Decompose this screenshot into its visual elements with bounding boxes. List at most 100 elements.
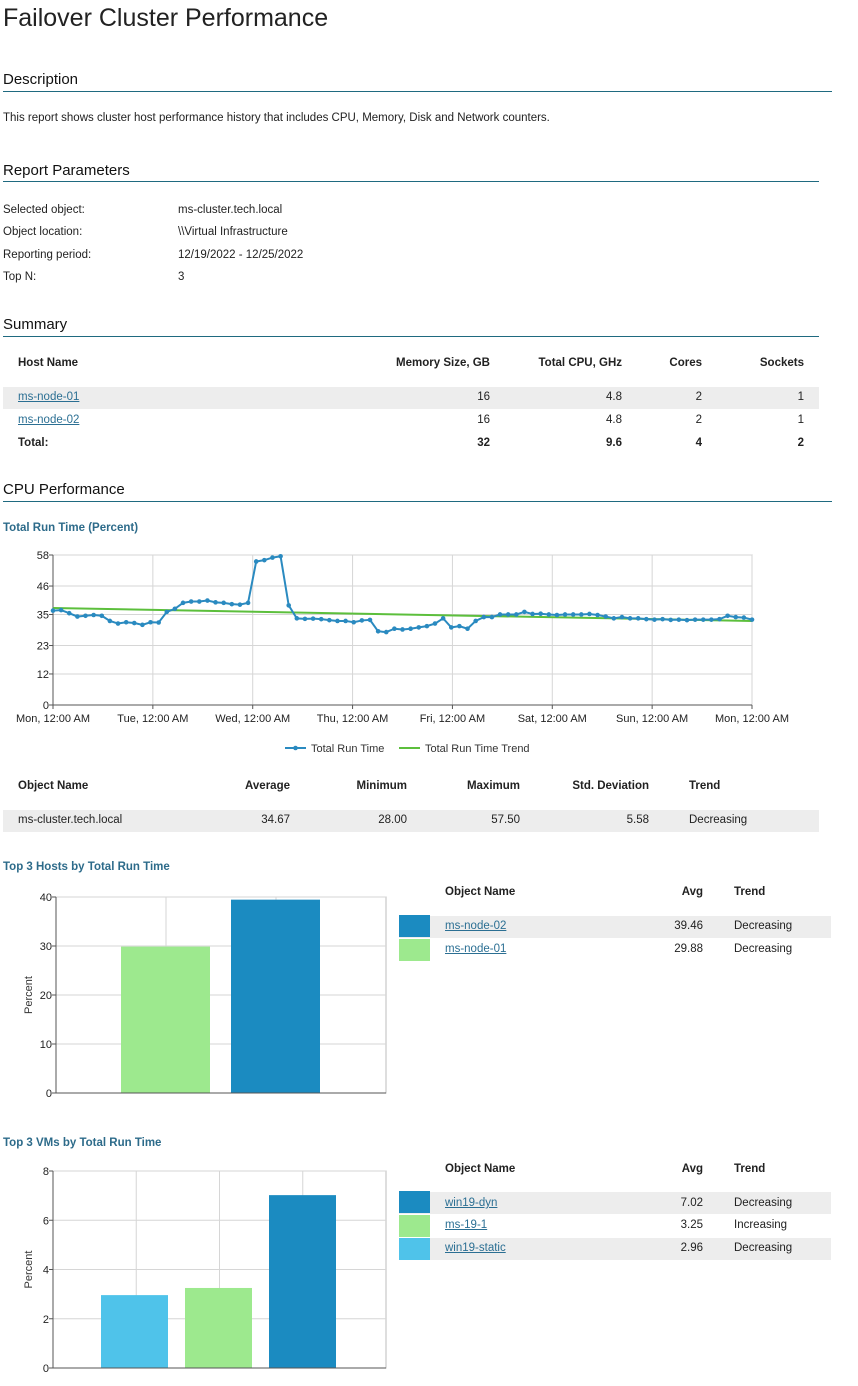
data-point [725, 613, 730, 619]
summary-cell-cpu: 4.8 [606, 414, 622, 426]
data-point [733, 614, 739, 620]
vms-cell-trend: Decreasing [734, 1197, 793, 1209]
data-point [481, 614, 487, 620]
data-point [448, 625, 454, 630]
x-tick-label: Thu, 12:00 AM [317, 713, 389, 725]
data-point [465, 626, 470, 632]
data-point [335, 618, 340, 624]
description-divider [3, 91, 832, 92]
legend-label-trend: Total Run Time Trend [425, 743, 530, 755]
stats-cell-trend: Decreasing [689, 814, 748, 826]
data-point [302, 616, 308, 622]
vm-link-win19-dyn[interactable]: win19-dyn [445, 1197, 498, 1209]
data-point [115, 621, 121, 626]
data-point [700, 617, 706, 622]
data-point [237, 602, 243, 607]
data-point [367, 617, 373, 623]
run-time-line-chart: 0 12 23 35 46 58 Mon, 12:00 AM Tue, 12:00 AM Wed… [16, 550, 789, 755]
y-tick-label: 20 [40, 990, 52, 1002]
data-point [188, 599, 194, 604]
stats-cell-minimum: 28.00 [378, 814, 407, 826]
bar-ms-19-1 [185, 1287, 252, 1368]
y-tick-label: 2 [43, 1314, 49, 1326]
data-point [684, 617, 690, 623]
data-point [327, 617, 332, 623]
data-point [595, 612, 600, 618]
x-tick-label: Tue, 12:00 AM [117, 713, 188, 725]
summary-cell-sockets: 1 [797, 414, 804, 426]
data-point [383, 629, 389, 635]
hosts-col-object-name: Object Name [445, 886, 516, 898]
data-point [286, 603, 292, 608]
legend-swatch-ms-node-01 [399, 939, 430, 961]
data-point [148, 619, 153, 625]
data-point [351, 619, 357, 625]
vms-cell-trend: Increasing [734, 1219, 788, 1231]
page-title: Failover Cluster Performance [3, 4, 329, 32]
data-point [660, 616, 665, 622]
x-tick-label: Fri, 12:00 AM [420, 713, 485, 725]
data-point [99, 613, 105, 619]
data-point [473, 618, 478, 624]
data-point [692, 617, 698, 622]
summary-total-memory: 32 [477, 437, 490, 449]
stats-cell-maximum: 57.50 [491, 814, 520, 826]
host-link-ms-node-01[interactable]: ms-node-01 [445, 943, 507, 955]
hosts-bar-chart: 0 10 20 30 40 Percent [23, 892, 387, 1100]
data-point [424, 623, 430, 629]
data-point [164, 609, 170, 615]
data-point [262, 557, 267, 563]
data-point [107, 618, 113, 624]
data-point [619, 614, 625, 620]
vms-chart-title: Top 3 VMs by Total Run Time [3, 1137, 162, 1149]
data-point [505, 612, 511, 617]
host-link-ms-node-02[interactable]: ms-node-02 [445, 920, 507, 932]
y-tick-label: 0 [43, 700, 49, 712]
data-point [66, 610, 72, 616]
stats-col-trend: Trend [689, 780, 721, 792]
cpu-divider [3, 501, 832, 502]
cpu-heading: CPU Performance [3, 481, 125, 498]
legend-swatch-ms-node-02 [399, 915, 430, 937]
data-point [652, 617, 657, 622]
summary-heading: Summary [3, 316, 68, 333]
data-point [140, 622, 145, 628]
param-value-top-n: 3 [178, 271, 185, 283]
vm-link-win19-static[interactable]: win19-static [445, 1242, 506, 1254]
host-link-ms-node-01[interactable]: ms-node-01 [18, 391, 80, 403]
data-point [197, 599, 202, 604]
host-link-ms-node-02[interactable]: ms-node-02 [18, 414, 80, 426]
data-point [644, 616, 649, 622]
data-point [717, 616, 722, 622]
summary-total-label: Total: [18, 437, 49, 449]
data-point [635, 616, 641, 621]
data-point [343, 618, 348, 624]
hosts-cell-avg: 39.46 [674, 920, 703, 932]
bar-win19-dyn [269, 1195, 336, 1368]
y-tick-label: 4 [43, 1265, 49, 1277]
param-label-object-location: Object location: [3, 226, 83, 238]
hosts-chart-title: Top 3 Hosts by Total Run Time [3, 861, 170, 873]
data-point [497, 612, 503, 617]
vms-cell-avg: 7.02 [680, 1197, 703, 1209]
data-point [749, 617, 755, 622]
bar-win19-static [101, 1295, 168, 1368]
param-value-object-location: \\Virtual Infrastructure [178, 226, 288, 238]
stats-cell-name: ms-cluster.tech.local [18, 814, 123, 826]
data-point [359, 618, 365, 623]
vm-link-ms-19-1[interactable]: ms-19-1 [445, 1219, 488, 1231]
y-tick-label: 30 [40, 941, 52, 953]
x-tick-label: Wed, 12:00 AM [215, 713, 290, 725]
data-point [603, 614, 608, 619]
y-tick-label: 0 [46, 1088, 52, 1100]
param-label-selected-object: Selected object: [3, 204, 85, 216]
data-point [229, 601, 235, 607]
data-point [213, 600, 218, 605]
summary-total-sockets: 2 [797, 437, 804, 449]
vms-bar-chart: 0 2 4 6 8 Percent [23, 1166, 387, 1375]
x-tick-label: Mon, 12:00 AM [16, 713, 90, 725]
vms-col-object-name: Object Name [445, 1163, 516, 1175]
x-tick-label: Mon, 12:00 AM [715, 713, 789, 725]
data-point [562, 612, 568, 617]
y-tick-label: 8 [43, 1166, 49, 1178]
